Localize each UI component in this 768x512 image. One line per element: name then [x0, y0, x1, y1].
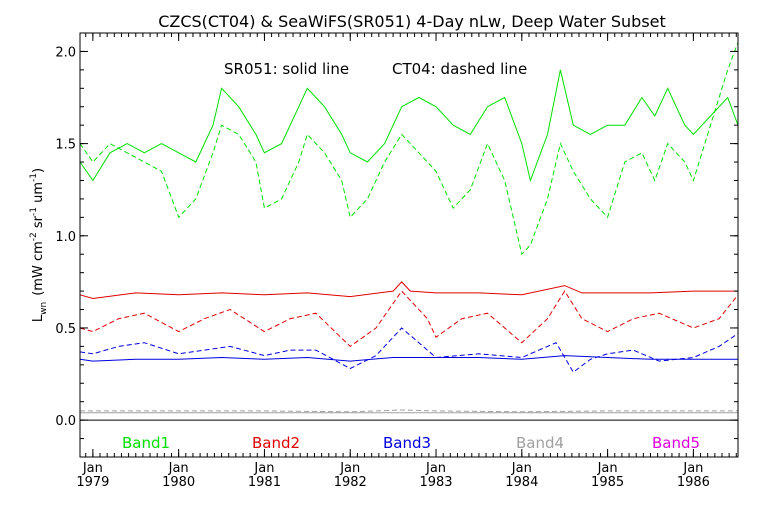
x-tick-year: 1979 [76, 475, 109, 490]
legend: Band1 Band2 Band3 Band4 Band5 [122, 434, 700, 452]
ylabel-units-close: ) [31, 168, 46, 173]
ylabel-exp2: -1 [29, 207, 39, 216]
series-band1-ct04 [79, 42, 739, 256]
x-tick-month: Jan [425, 461, 446, 476]
legend-band5: Band5 [652, 434, 700, 452]
x-tick-month: Jan [339, 461, 360, 476]
y-axis: 0.0 0.5 1.0 1.5 2.0 [55, 32, 738, 458]
y-axis-label: Lwn(mW cm-2 sr-1 um-1) [29, 168, 49, 322]
annotation-solid: SR051: solid line [224, 60, 349, 78]
plot-frame [79, 32, 739, 458]
y-tick-label: 0.5 [55, 322, 76, 337]
x-tick-month: Jan [168, 461, 189, 476]
x-tick-month: Jan [511, 461, 532, 476]
x-axis: Jan1979Jan1980Jan1981Jan1982Jan1983Jan19… [76, 33, 737, 490]
legend-band2: Band2 [252, 434, 300, 452]
x-tick-month: Jan [682, 461, 703, 476]
x-tick-year: 1986 [677, 475, 710, 490]
x-tick-month: Jan [597, 461, 618, 476]
y-tick-label: 0.0 [55, 414, 76, 429]
series-band1-sr051 [79, 69, 739, 183]
ylabel-exp3: -1 [29, 173, 39, 182]
series-lines [79, 42, 739, 414]
ylabel-base: L [31, 314, 46, 322]
y-tick-label: 1.5 [55, 138, 76, 153]
x-tick-year: 1983 [419, 475, 452, 490]
ylabel-units-open: (mW cm [31, 241, 46, 296]
legend-band3: Band3 [383, 434, 431, 452]
legend-band4: Band4 [516, 434, 564, 452]
ylabel-exp1: -2 [29, 232, 39, 241]
x-tick-year: 1984 [505, 475, 538, 490]
series-band2-sr051 [79, 281, 738, 300]
x-tick-month: Jan [253, 461, 274, 476]
y-tick-label: 1.0 [55, 230, 76, 245]
y-tick-label: 2.0 [55, 45, 76, 60]
chart-title: CZCS(CT04) & SeaWiFS(SR051) 4-Day nLw, D… [158, 12, 666, 31]
x-tick-year: 1980 [162, 475, 195, 490]
ylabel-units-mid: sr [31, 215, 46, 232]
x-tick-month: Jan [82, 461, 103, 476]
series-band3-ct04 [79, 327, 739, 373]
ylabel-base-sub: wn [39, 302, 49, 315]
x-tick-year: 1981 [248, 475, 281, 490]
series-band4-ct04 [80, 409, 738, 413]
series-band2-ct04 [79, 290, 739, 348]
plot-area [79, 32, 739, 458]
x-tick-year: 1985 [591, 475, 624, 490]
annotation-dashed: CT04: dashed line [392, 60, 527, 78]
x-tick-year: 1982 [334, 475, 367, 490]
series-band3-sr051 [79, 355, 738, 362]
ylabel-units-um: um [31, 182, 46, 207]
legend-band1: Band1 [122, 434, 170, 452]
